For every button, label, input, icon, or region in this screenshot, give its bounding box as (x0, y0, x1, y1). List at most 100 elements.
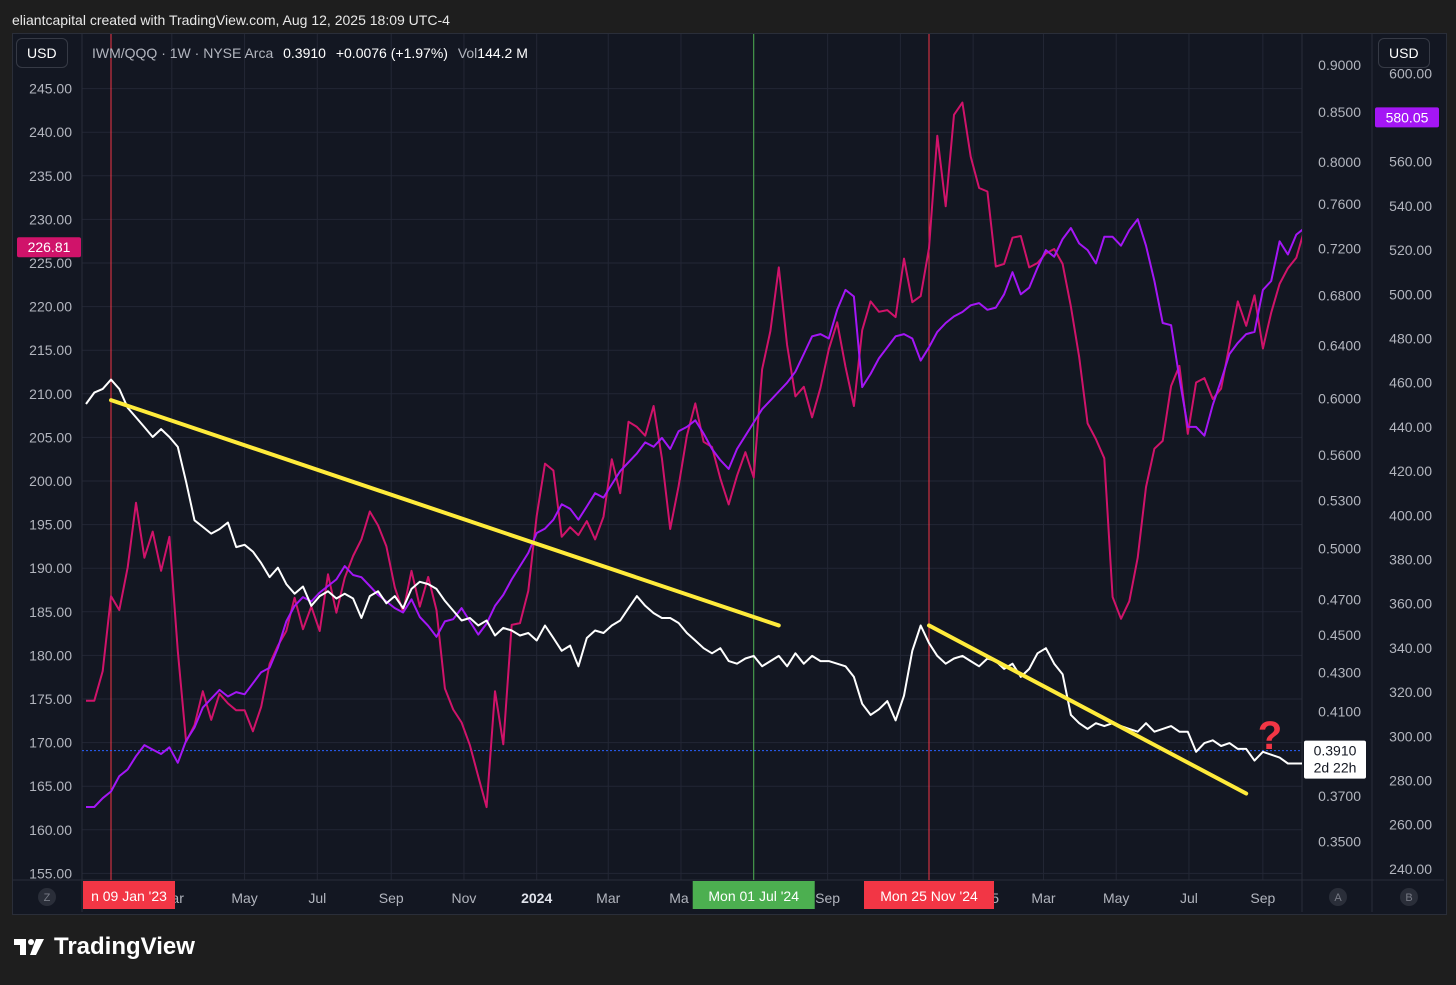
legend-last-value: 0.3910 (283, 45, 326, 61)
right-axis-tick-label: 320.00 (1389, 684, 1432, 700)
ratio-last-price-badge (1304, 740, 1366, 779)
trendlines[interactable] (109, 398, 1249, 796)
bar-countdown-label: 2d 22h (1314, 760, 1357, 776)
iwm-last-price-badge (17, 237, 81, 258)
ratio-axis-tick-label: 0.8500 (1318, 104, 1361, 120)
ratio-axis-tick-label: 0.4700 (1318, 591, 1361, 607)
time-axis-label: Jul (1180, 890, 1198, 906)
left-axis-tick-label: 210.00 (29, 386, 72, 402)
time-axis-label: Mar (1031, 890, 1055, 906)
qqq-last-price-label: 580.05 (1386, 109, 1429, 125)
qqq-last-price-badge (1375, 107, 1439, 128)
question-mark-annotation: ? (1258, 714, 1282, 758)
ratio-price-axis[interactable]: 0.9000 0.8500 0.8000 0.7600 0.7200 0.6800 0.64… (1318, 57, 1361, 850)
left-axis-tick-label: 160.00 (29, 822, 72, 838)
ratio-series-line (85, 378, 1302, 765)
right-axis-tick-label: 400.00 (1389, 507, 1432, 523)
chart-attribution: eliantcapital created with TradingView.c… (12, 12, 450, 28)
time-axis-label: May (231, 890, 257, 906)
axis-corner-button-label: B (1405, 892, 1412, 904)
time-axis-label: Jul (308, 890, 326, 906)
left-axis-tick-label: 155.00 (29, 865, 72, 881)
ratio-axis-tick-label: 0.5000 (1318, 540, 1361, 556)
trendline (927, 623, 1249, 796)
left-axis-tick-label: 235.00 (29, 168, 72, 184)
right-axis-tick-label: 360.00 (1389, 596, 1432, 612)
left-axis-tick-label: 175.00 (29, 691, 72, 707)
ratio-axis-tick-label: 0.6000 (1318, 390, 1361, 406)
right-axis-tick-label: 340.00 (1389, 640, 1432, 656)
time-axis-date-flag-label: Mon 01 Jul '24 (708, 888, 799, 904)
right-axis-tick-label: 520.00 (1389, 242, 1432, 258)
time-axis-label: Sep (1250, 890, 1275, 906)
ratio-axis-tick-label: 0.5300 (1318, 492, 1361, 508)
time-axis-label: Sep (379, 890, 404, 906)
currency-badge-left[interactable]: USD (16, 38, 68, 68)
trendline (109, 398, 781, 628)
chart-panel (12, 33, 1447, 915)
ratio-axis-tick-label: 0.4100 (1318, 704, 1361, 720)
ratio-axis-tick-label: 0.4300 (1318, 664, 1361, 680)
right-axis-tick-label: 440.00 (1389, 419, 1432, 435)
time-axis-date-flag (83, 881, 175, 909)
symbol-legend[interactable]: IWM/QQQ · 1W · NYSE Arca 0.3910 +0.0076 … (92, 45, 528, 61)
qqq-series-line (86, 218, 1302, 808)
left-axis-tick-label: 165.00 (29, 778, 72, 794)
ratio-axis-tick-label: 0.5600 (1318, 447, 1361, 463)
time-axis-label: 2024 (521, 890, 552, 906)
right-axis-tick-label: 300.00 (1389, 728, 1432, 744)
time-axis-label: Mar (596, 890, 620, 906)
grid-lines (82, 34, 1302, 880)
ratio-axis-tick-label: 0.7600 (1318, 196, 1361, 212)
right-axis-tick-label: 540.00 (1389, 198, 1432, 214)
vertical-date-markers (110, 34, 930, 880)
brand-name: TradingView (54, 933, 195, 960)
left-axis-tick-label: 195.00 (29, 517, 72, 533)
ratio-axis-tick-label: 0.4500 (1318, 627, 1361, 643)
ratio-axis-tick-label: 0.7200 (1318, 241, 1361, 257)
left-axis-tick-label: 230.00 (29, 211, 72, 227)
right-axis-tick-label: 260.00 (1389, 817, 1432, 833)
time-axis-date-flag (864, 881, 994, 909)
right-price-axis[interactable]: 600.00580.00560.00540.00520.00500.00480.… (1389, 65, 1432, 877)
axis-corner-button (38, 888, 56, 906)
legend-volume-label: Vol (457, 45, 478, 61)
time-axis-label: May (1103, 890, 1129, 906)
time-axis-label: Ma (669, 890, 689, 906)
ratio-last-price-label: 0.3910 (1314, 743, 1357, 759)
right-axis-tick-label: 500.00 (1389, 286, 1432, 302)
axis-corner-button-label: A (1334, 892, 1342, 904)
legend-symbol: IWM/QQQ · 1W · NYSE Arca (92, 45, 274, 61)
right-axis-tick-label: 380.00 (1389, 552, 1432, 568)
ratio-axis-tick-label: 0.3500 (1318, 834, 1361, 850)
ratio-axis-tick-label: 0.3700 (1318, 788, 1361, 804)
legend-change: +0.0076 (+1.97%) (335, 45, 448, 61)
axis-corner-button (1400, 888, 1418, 906)
time-axis-date-flag (692, 881, 815, 909)
time-axis-label: 5 (991, 890, 999, 906)
currency-badge-right[interactable]: USD (1378, 38, 1430, 68)
left-axis-tick-label: 180.00 (29, 647, 72, 663)
time-axis[interactable]: MarMayJulSepNov2024MarMaSep5MarMayJulSep… (38, 881, 1418, 909)
left-axis-tick-label: 225.00 (29, 255, 72, 271)
time-axis-date-flag-label: n 09 Jan '23 (91, 888, 167, 904)
tradingview-logo-icon (14, 939, 44, 955)
left-axis-tick-label: 170.00 (29, 735, 72, 751)
left-axis-tick-label: 240.00 (29, 124, 72, 140)
left-axis-tick-label: 190.00 (29, 560, 72, 576)
right-axis-tick-label: 560.00 (1389, 154, 1432, 170)
right-axis-tick-label: 280.00 (1389, 773, 1432, 789)
left-axis-tick-label: 200.00 (29, 473, 72, 489)
left-price-axis[interactable]: 245.00 240.00 235.00 230.00 225.00 220.00 215.… (29, 81, 72, 882)
right-axis-tick-label: 480.00 (1389, 331, 1432, 347)
ratio-axis-tick-label: 0.6800 (1318, 288, 1361, 304)
time-axis-date-flag-label: Mon 25 Nov '24 (880, 888, 978, 904)
right-axis-tick-label: 240.00 (1389, 861, 1432, 877)
tradingview-logo: TradingView (12, 933, 195, 961)
axis-corner-button (1329, 888, 1347, 906)
ratio-axis-tick-label: 0.9000 (1318, 57, 1361, 73)
time-axis-label: Sep (815, 890, 840, 906)
left-axis-tick-label: 245.00 (29, 81, 72, 97)
